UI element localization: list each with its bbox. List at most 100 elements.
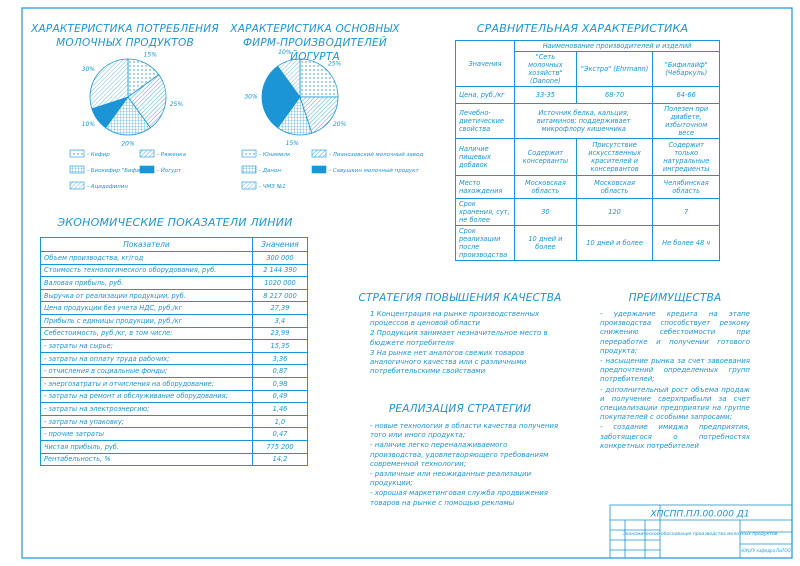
section-title: СРАВНИТЕЛЬНАЯ ХАРАКТЕРИСТИКА: [476, 22, 689, 35]
legend-swatch: [241, 165, 257, 174]
value-cell: 10 дней и более: [514, 225, 577, 261]
legend-swatch: [69, 181, 85, 190]
header-cell: Показатели: [40, 237, 253, 252]
list-item: - новые технологии в области качества по…: [370, 422, 559, 440]
label-cell: Рентабельность, %: [40, 452, 253, 467]
legend-label: - Ряженка: [157, 152, 187, 158]
list-item: - различные или неожиданные реализации п…: [370, 470, 532, 488]
legend-label: - ЧМЗ №1: [259, 184, 286, 190]
legend-label: - Йогурт: [157, 167, 182, 174]
table-row: - отчисления в социальные фонды; 0,87: [40, 364, 308, 378]
slice-label: 10%: [82, 121, 96, 128]
section-title: РЕАЛИЗАЦИЯ СТРАТЕГИИ: [388, 403, 532, 415]
advantages-list: - удержание кредита на этапе производств…: [600, 310, 750, 452]
drawing-code: ХПСПП.ПЛ.00.000 Д1: [649, 510, 749, 520]
label-cell: Объем производства, кг/год: [40, 251, 253, 265]
table-row: Объем производства, кг/год 300 000: [40, 251, 308, 265]
table-row: Цена, руб./кг 33-35 68-70 64-66: [455, 86, 720, 104]
legend-swatch: [311, 165, 327, 174]
slice-label: 15%: [144, 52, 158, 59]
comparison-table: Значения Наименование производителей и из…: [455, 40, 720, 261]
value-cell: Присутствие искусственных красителей и к…: [575, 138, 654, 176]
value-cell: 3,4: [252, 313, 308, 328]
pie-slice: [299, 96, 339, 134]
label-cell: Лечебно-диетические свойства: [455, 103, 515, 139]
header-cell: Наименование производителей и изделий: [514, 40, 720, 52]
producer-cell: "Экстра" (Ehrmann): [575, 51, 654, 87]
label-cell: Место нахождения: [455, 175, 515, 199]
value-cell: 300 000: [252, 251, 308, 265]
list-item: 2 Продукция занимает незначительное мест…: [370, 329, 548, 347]
list-item: 3 На рынке нет аналогов свежих товаров а…: [370, 348, 527, 376]
value-cell: 14,2: [252, 452, 308, 467]
producer-cell: "Бифилайф" (Чебаркуль): [652, 51, 720, 87]
producer-cell: "Сеть молочных хозяйств" (Danone): [514, 51, 577, 87]
table-row: Лечебно-диетические свойства Источник бел…: [455, 103, 720, 139]
label-cell: - прочие затраты: [40, 427, 253, 441]
table-row: Наличие пищевых добавок Содержит консерва…: [455, 138, 720, 176]
slice-label: 20%: [121, 141, 135, 148]
label-cell: Цена, руб./кг: [455, 86, 515, 104]
legend-swatch: [241, 149, 257, 158]
label-cell: Себестоимость, руб./кг, в том числе:: [40, 326, 253, 341]
label-cell: Цена продукции без учета НДС, руб./кг: [40, 301, 253, 315]
pie-slice: [89, 58, 129, 110]
slice-label: 30%: [244, 94, 258, 101]
label-cell: Выручка от реализации продукции, руб.: [40, 288, 253, 303]
value-cell: Содержит только натуральные ингредиенты: [652, 138, 720, 176]
table-row: Цена продукции без учета НДС, руб./кг 27,…: [40, 301, 308, 315]
value-cell: 775 200: [252, 439, 308, 454]
value-cell: 1020 000: [252, 276, 308, 290]
value-cell: 15,35: [252, 339, 308, 353]
pie-slice: [261, 65, 301, 129]
label-cell: - энергозатраты и отчисления на оборудов…: [40, 376, 253, 391]
list-item: 1 Концентрация на рынке производственных…: [370, 310, 540, 328]
table-row: - затраты на электроэнергию; 1,46: [40, 402, 308, 416]
table-row: Место нахождения Московская область Москов…: [455, 175, 720, 199]
value-cell: 120: [575, 198, 654, 226]
slice-label: 15%: [286, 140, 300, 147]
slice-label: 30%: [82, 66, 96, 73]
table-row: Рентабельность, % 14,2: [40, 452, 308, 467]
pie-slice: [105, 96, 151, 136]
table-row: Выручка от реализации продукции, руб. 8 2…: [40, 288, 308, 303]
value-cell: 0,98: [252, 376, 308, 391]
value-cell: 2 144 390: [252, 263, 308, 278]
label-cell: - затраты на оплату труда рабочих;: [40, 351, 253, 366]
label-cell: Прибыль с единицы продукции, руб./кг: [40, 313, 253, 328]
economic-table: Показатели Значения Объем производства, кг…: [40, 237, 308, 467]
value-cell: 33-35: [514, 86, 577, 104]
value-cell: 10 дней и более: [575, 225, 654, 261]
legend-label: - Ацидофилин: [87, 184, 128, 190]
label-cell: Срок реализации после производства: [455, 225, 515, 261]
value-cell: 30: [514, 198, 577, 226]
value-cell: 0,49: [252, 389, 308, 404]
value-cell: Содержит консерванты: [514, 138, 577, 176]
label-cell: Валовая прибыль, руб.: [40, 276, 253, 290]
legend-swatch: [139, 165, 155, 174]
frame: [21, 7, 793, 559]
list-item: - создание имиджа предприятия, заботящег…: [600, 423, 750, 450]
pie-slice: [299, 58, 339, 98]
value-cell: Московская область: [514, 175, 577, 199]
legend-swatch: [69, 165, 85, 174]
value-cell: 64-66: [652, 86, 720, 104]
value-cell: 1,46: [252, 402, 308, 416]
pie-slice: [127, 74, 167, 129]
strategy-list: 1 Концентрация на рынке производственных…: [370, 310, 555, 377]
label-cell: - затраты на сырье;: [40, 339, 253, 353]
organization: ЮУрГУ кафедра ПиТОО: [741, 548, 790, 553]
label-cell: - затраты на упаковку;: [40, 414, 253, 429]
value-cell: 68-70: [575, 86, 654, 104]
legend-swatch: [241, 181, 257, 190]
title-block: [609, 504, 793, 559]
section-title: ПРЕИМУЩЕСТВА: [628, 292, 722, 304]
table-row: Себестоимость, руб./кг, в том числе: 23,9…: [40, 326, 308, 341]
legend-label: - Биокефир "Бифидок": [87, 168, 153, 174]
legend-swatch: [69, 149, 85, 158]
label-cell: Чистая прибыль, руб.: [40, 439, 253, 454]
slice-label: 25%: [170, 101, 184, 108]
legend-label: - Кефир: [87, 152, 110, 158]
